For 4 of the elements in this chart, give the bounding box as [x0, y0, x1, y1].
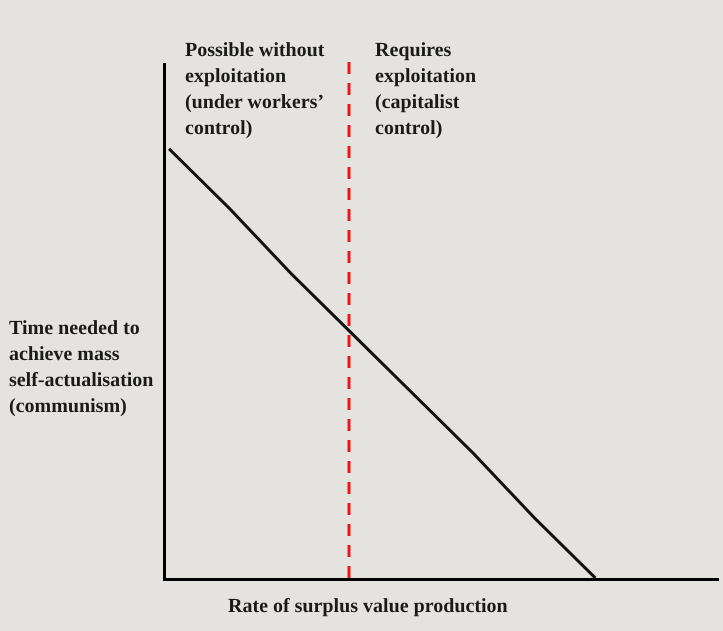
y-axis-title: Time needed to achieve mass self-actualisation (communism): [9, 317, 154, 417]
text: Possible without exploitation (under workers’ control): [185, 39, 325, 139]
x-axis-title: Rate of surplus value production: [228, 595, 508, 617]
text: Requires exploitation (capitalist control): [375, 39, 476, 139]
